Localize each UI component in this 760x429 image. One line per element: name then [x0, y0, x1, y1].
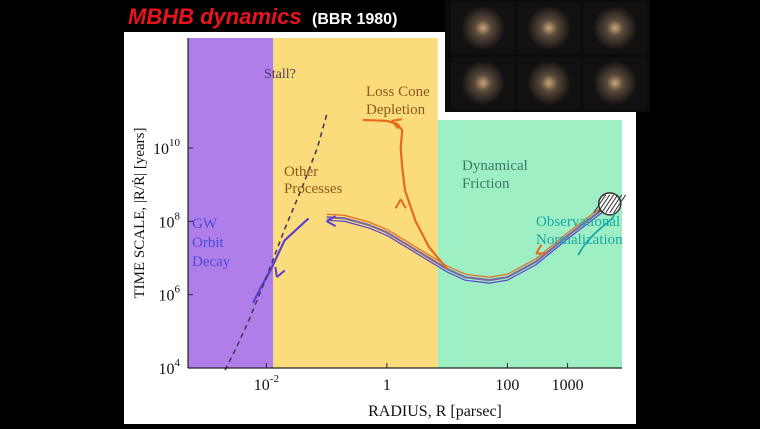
annotation-gw-orbit-decay-line: Decay	[192, 254, 231, 270]
x-tick-label-0-exp: -2	[270, 373, 279, 385]
galaxy-thumbnail-5	[517, 57, 581, 109]
slide-title-reference: (BBR 1980)	[312, 11, 398, 28]
annotation-dynamical-friction-line: Friction	[462, 176, 510, 192]
arrow-loss-cone-top-head	[390, 118, 402, 130]
x-tick-label-1: 1	[383, 377, 391, 394]
annotation-observational-normalization: Observational Normalization	[536, 214, 623, 248]
normalization-hatch	[593, 194, 607, 214]
y-tick-label-1-exp: 6	[175, 284, 181, 296]
annotation-other-processes-line: Processes	[284, 181, 342, 197]
y-tick-label-2-base: 10	[159, 214, 175, 231]
x-axis-label: RADIUS, R [parsec]	[368, 403, 502, 420]
series-stall-to-gw	[223, 114, 328, 372]
annotation-gw-orbit-decay: GW Orbit Decay	[192, 216, 231, 270]
y-tick-label-2: 108	[159, 210, 181, 231]
normalization-pointer-arrow	[577, 213, 616, 256]
arrow-other-processes	[326, 215, 337, 228]
x-tick-label-0-base: 10	[254, 377, 270, 394]
galaxy-thumbnail-3	[583, 2, 647, 54]
arrow-loss-cone-top	[390, 118, 402, 130]
series-gw-decay	[252, 217, 310, 304]
arrow-loss-cone-up-head	[394, 198, 407, 209]
normalization-hatch	[609, 194, 623, 214]
x-tick-label-1-base: 1	[383, 377, 391, 394]
annotation-loss-cone-depletion: Loss Cone Depletion	[366, 84, 430, 118]
arrow-friction-descent-head	[535, 244, 547, 255]
y-tick-label-0: 104	[159, 357, 181, 378]
series-loss-cone-branch	[362, 118, 448, 270]
y-tick-label-3-exp: 10	[169, 137, 181, 149]
slide-title-main: MBHB dynamics	[128, 4, 302, 29]
series-friction-orange-strand	[326, 200, 611, 278]
x-tick-label-3: 1000	[552, 377, 584, 394]
y-tick-label-3-base: 10	[153, 141, 169, 158]
arrow-other-processes-head	[326, 215, 337, 228]
arrow-gw-decay	[274, 266, 286, 278]
normalization-hatch	[605, 194, 619, 214]
annotation-gw-orbit-decay-line: Orbit	[192, 235, 224, 251]
slide-title: MBHB dynamics (BBR 1980)	[128, 4, 397, 30]
region-band-gw	[188, 38, 274, 368]
annotation-stall: Stall?	[264, 67, 296, 82]
galaxy-thumbnail-1	[451, 2, 515, 54]
x-tick-label-3-base: 1000	[552, 377, 584, 394]
y-tick-label-1-base: 10	[159, 288, 175, 305]
galaxy-thumbnail-6	[583, 57, 647, 109]
normalization-hatch	[613, 194, 627, 214]
y-tick-label-0-base: 10	[159, 361, 175, 378]
normalization-hatch	[597, 194, 611, 214]
arrow-friction-descent	[535, 244, 547, 255]
normalization-hatch	[601, 194, 615, 214]
galaxy-thumbnail-4	[451, 57, 515, 109]
y-axis-label: TIME SCALE, |R/Ṙ| [years]	[132, 128, 148, 299]
y-tick-label-2-exp: 8	[175, 210, 181, 222]
x-tick-label-2-base: 100	[495, 377, 519, 394]
region-band-friction	[437, 120, 622, 368]
annotation-other-processes-line: Other	[284, 164, 318, 180]
y-tick-label-1: 106	[159, 284, 181, 305]
y-tick-label-0-exp: 4	[175, 357, 181, 369]
galaxy-thumbnail-gallery	[445, 0, 650, 112]
arrow-gw-decay-head	[274, 266, 286, 278]
x-tick-label-0: 10-2	[254, 373, 279, 394]
annotation-loss-cone-depletion-line: Depletion	[366, 102, 426, 118]
arrow-loss-cone-up	[394, 198, 407, 209]
annotation-other-processes: Other Processes	[284, 164, 342, 197]
annotation-observational-normalization-line: Observational	[536, 214, 620, 230]
annotation-loss-cone-depletion-line: Loss Cone	[366, 84, 430, 100]
annotation-dynamical-friction-line: Dynamical	[462, 158, 528, 174]
galaxy-thumbnail-2	[517, 2, 581, 54]
y-tick-label-3: 1010	[153, 137, 181, 158]
x-tick-label-2: 100	[495, 377, 519, 394]
series-friction-blue-strand	[326, 206, 611, 284]
annotation-gw-orbit-decay-line: GW	[192, 216, 218, 232]
annotation-dynamical-friction: Dynamical Friction	[462, 158, 528, 192]
annotation-observational-normalization-line: Normalization	[536, 232, 623, 248]
